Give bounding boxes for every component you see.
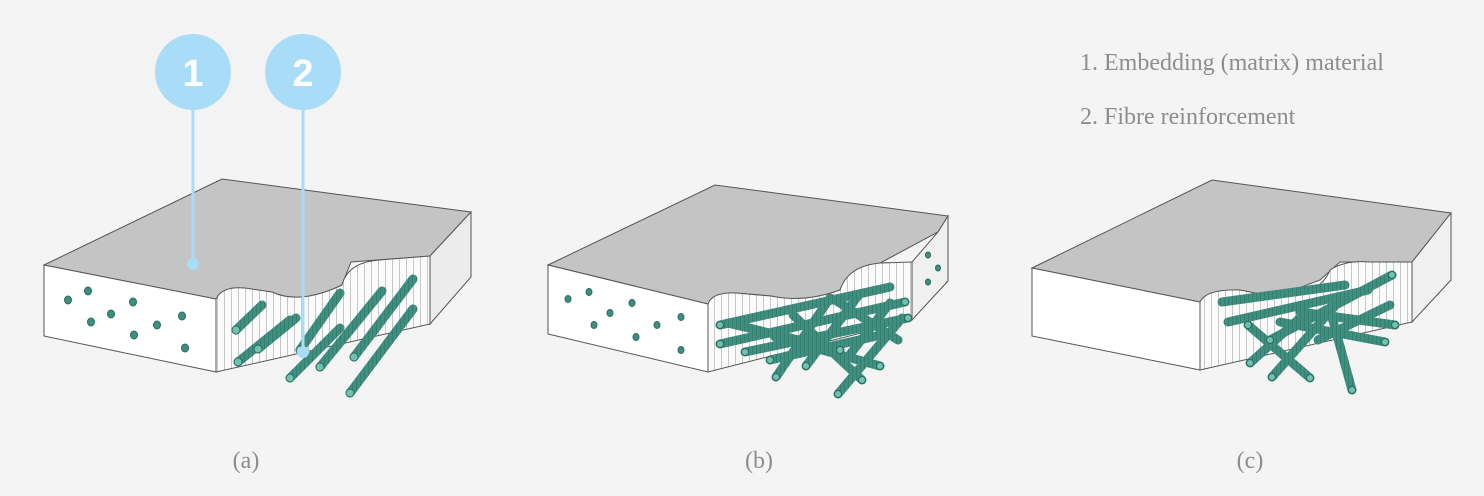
callout-2-label: 2 <box>292 53 313 95</box>
callout-1-label: 1 <box>182 53 203 95</box>
callout-1: 1 <box>155 34 231 270</box>
legend: 1. Embedding (matrix) material 2. Fibre … <box>1080 36 1384 144</box>
caption-c: (c) <box>1236 448 1264 474</box>
caption-b: (b) <box>745 448 773 474</box>
fibre-cross-sections <box>64 286 189 353</box>
aligned-fibres <box>231 274 418 398</box>
woven-fibres <box>715 282 913 399</box>
legend-item-matrix: 1. Embedding (matrix) material <box>1080 50 1384 76</box>
legend-item-fibre: 2. Fibre reinforcement <box>1080 104 1296 130</box>
block-a <box>42 178 473 398</box>
caption-a: (a) <box>232 448 260 474</box>
random-fibres <box>1217 270 1400 395</box>
callout-2: 2 <box>265 34 341 358</box>
block-b <box>546 184 949 399</box>
fibre-cross-sections <box>564 251 941 354</box>
block-c <box>1030 179 1452 395</box>
